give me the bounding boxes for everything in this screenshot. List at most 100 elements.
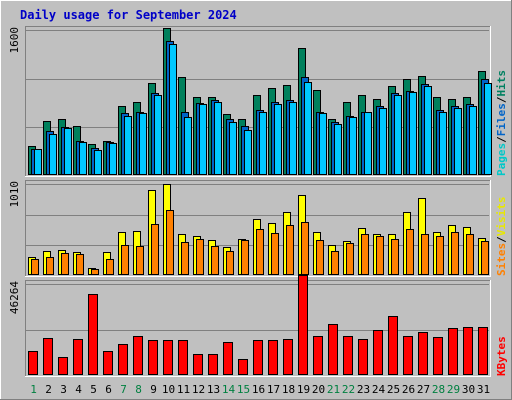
x-tick-label: 20 xyxy=(312,383,325,396)
x-tick-label: 9 xyxy=(150,383,157,396)
bar-kbytes-day-23 xyxy=(358,339,368,375)
legend-part: / xyxy=(495,96,508,103)
bar-sites-day-2 xyxy=(46,257,54,275)
bar-kbytes-day-24 xyxy=(373,330,383,375)
bar-sites-day-19 xyxy=(301,222,309,275)
bar-sites-day-27 xyxy=(421,234,429,275)
bar-pages-day-9 xyxy=(154,95,162,175)
bar-pages-day-23 xyxy=(364,112,372,175)
bar-sites-day-7 xyxy=(121,245,129,275)
bar-pages-day-16 xyxy=(259,112,267,175)
bar-kbytes-day-15 xyxy=(238,359,248,375)
bar-pages-day-13 xyxy=(214,102,222,175)
x-tick-label: 17 xyxy=(267,383,280,396)
bar-kbytes-day-28 xyxy=(433,337,443,375)
x-tick-label: 28 xyxy=(432,383,445,396)
bar-kbytes-day-18 xyxy=(283,339,293,375)
bar-sites-day-25 xyxy=(391,239,399,275)
bar-sites-day-26 xyxy=(406,229,414,275)
bar-kbytes-day-3 xyxy=(58,357,68,375)
bar-sites-day-9 xyxy=(151,224,159,275)
bar-kbytes-day-10 xyxy=(163,340,173,375)
bar-sites-day-5 xyxy=(91,269,99,275)
x-tick-label: 22 xyxy=(342,383,355,396)
bar-sites-day-8 xyxy=(136,246,144,275)
bar-kbytes-day-22 xyxy=(343,336,353,375)
bar-sites-day-14 xyxy=(226,251,234,275)
chart-panels: 1600Pages/Files/Hits1010Sites/Visits4626… xyxy=(8,26,508,377)
legend-part: Visits xyxy=(495,197,508,237)
x-tick-label: 14 xyxy=(222,383,236,396)
bar-kbytes-day-21 xyxy=(328,324,338,375)
bar-sites-day-11 xyxy=(181,242,189,275)
bar-kbytes-day-13 xyxy=(208,354,218,375)
bar-pages-day-6 xyxy=(109,143,117,175)
bar-sites-day-22 xyxy=(346,243,354,275)
bar-sites-day-20 xyxy=(316,240,324,275)
bar-pages-day-19 xyxy=(304,82,312,175)
bar-pages-day-21 xyxy=(334,124,342,175)
bar-kbytes-day-20 xyxy=(313,336,323,375)
bar-kbytes-day-2 xyxy=(43,338,53,375)
x-tick-label: 12 xyxy=(192,383,205,396)
bar-pages-day-17 xyxy=(274,104,282,175)
x-tick-label: 1 xyxy=(30,383,37,396)
x-tick-label: 29 xyxy=(447,383,460,396)
y-max-label: 46264 xyxy=(8,281,21,314)
bar-pages-day-30 xyxy=(469,106,477,175)
legend-part: Files xyxy=(495,103,508,136)
bar-pages-day-18 xyxy=(289,102,297,175)
x-tick-label: 11 xyxy=(177,383,190,396)
bar-kbytes-day-5 xyxy=(88,294,98,375)
bar-pages-day-24 xyxy=(379,108,387,175)
bar-sites-day-6 xyxy=(106,259,114,275)
x-axis-day-labels: 1 2 3 4 5 6 7 8 9 10 11 12 13 14 15 16 17 18 19 20 21 22 23 24 2… xyxy=(30,383,490,396)
bar-kbytes-day-25 xyxy=(388,316,398,375)
bar-pages-day-10 xyxy=(169,44,177,175)
bar-pages-day-1 xyxy=(34,149,42,175)
x-tick-label: 16 xyxy=(252,383,265,396)
bar-kbytes-day-7 xyxy=(118,344,128,375)
x-tick-label: 24 xyxy=(372,383,386,396)
bar-pages-day-7 xyxy=(124,116,132,175)
bar-kbytes-day-27 xyxy=(418,332,428,375)
bar-kbytes-day-30 xyxy=(463,327,473,375)
bar-pages-day-2 xyxy=(49,134,57,175)
bar-sites-day-29 xyxy=(451,232,459,275)
legend-part: Sites xyxy=(495,243,508,276)
y-max-label: 1010 xyxy=(8,181,21,208)
bar-kbytes-day-9 xyxy=(148,340,158,375)
bar-sites-day-21 xyxy=(331,251,339,275)
bar-pages-day-12 xyxy=(199,104,207,175)
legend-part: / xyxy=(495,236,508,243)
bar-pages-day-27 xyxy=(424,86,432,175)
bar-pages-day-15 xyxy=(244,130,252,175)
bar-kbytes-day-11 xyxy=(178,340,188,375)
bar-kbytes-day-12 xyxy=(193,354,203,375)
bar-pages-day-29 xyxy=(454,108,462,175)
legend-part: / xyxy=(495,136,508,143)
x-tick-label: 5 xyxy=(90,383,97,396)
bar-kbytes-day-1 xyxy=(28,351,38,375)
bar-sites-day-24 xyxy=(376,236,384,275)
bar-kbytes-day-4 xyxy=(73,339,83,375)
x-tick-label: 23 xyxy=(357,383,370,396)
bar-sites-day-10 xyxy=(166,210,174,275)
bar-pages-day-26 xyxy=(409,92,417,175)
bar-kbytes-day-14 xyxy=(223,342,233,375)
x-tick-label: 8 xyxy=(135,383,142,396)
bar-kbytes-day-26 xyxy=(403,336,413,375)
panel-kbytes: 46264 KBytes xyxy=(8,275,508,377)
bar-sites-day-23 xyxy=(361,234,369,275)
legend-part: Hits xyxy=(495,70,508,97)
legend-part: Pages xyxy=(495,143,508,176)
x-tick-label: 27 xyxy=(417,383,430,396)
series-legend-label: Pages/Files/Hits xyxy=(495,70,508,176)
legend-part: KBytes xyxy=(495,336,508,376)
x-tick-label: 19 xyxy=(297,383,310,396)
x-tick-label: 2 xyxy=(45,383,52,396)
bar-sites-day-28 xyxy=(436,236,444,275)
bar-pages-day-28 xyxy=(439,112,447,175)
